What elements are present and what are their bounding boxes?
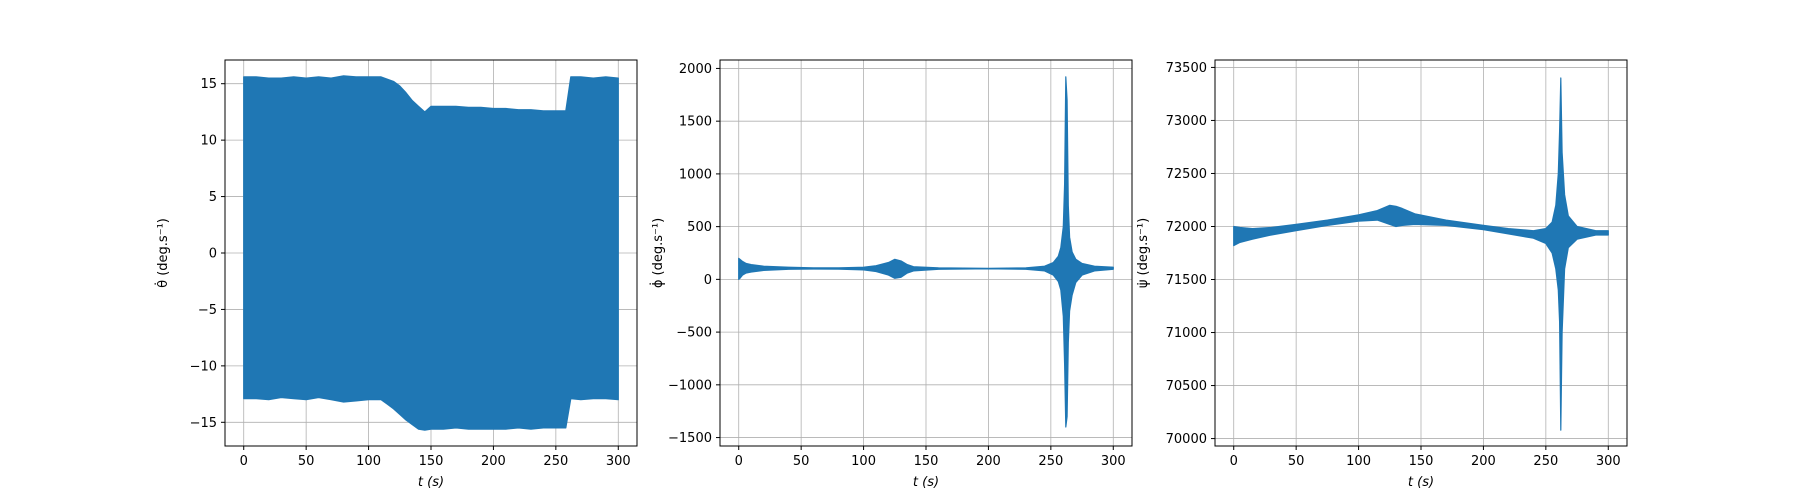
theta-dot-x-tick-label: 50 — [298, 454, 315, 469]
theta-dot-series-0 — [243, 75, 619, 431]
psi-dot-y-tick-label: 71500 — [1166, 273, 1207, 288]
psi-dot-y-axis-label: ψ̇ (deg.s⁻¹) — [1136, 218, 1151, 288]
psi-dot-x-axis-label: t (s) — [1408, 475, 1434, 490]
theta-dot-x-tick-label: 150 — [419, 454, 444, 469]
phi-dot-x-tick-label: 200 — [976, 454, 1001, 469]
psi-dot-y-tick-label: 70500 — [1166, 379, 1207, 394]
psi-dot-y-tick-label: 72000 — [1166, 220, 1207, 235]
theta-dot-y-tick-label: 0 — [209, 247, 217, 262]
psi-dot-x-tick-label: 0 — [1230, 454, 1238, 469]
phi-dot-x-tick-label: 150 — [914, 454, 939, 469]
theta-dot-y-tick-label: −15 — [190, 416, 217, 431]
phi-dot-y-tick-label: −1000 — [668, 378, 712, 393]
phi-dot-y-tick-label: 1000 — [679, 167, 712, 182]
theta-dot-y-tick-label: −10 — [190, 359, 217, 374]
psi-dot-y-tick-label: 70000 — [1166, 432, 1207, 447]
phi-dot-x-axis-label: t (s) — [913, 475, 939, 490]
psi-dot-x-tick-label: 50 — [1288, 454, 1305, 469]
phi-dot-x-tick-label: 300 — [1101, 454, 1126, 469]
psi-dot-x-tick-label: 100 — [1346, 454, 1371, 469]
phi-dot-y-tick-label: −1500 — [668, 431, 712, 446]
phi-dot-y-tick-label: 1500 — [679, 115, 712, 130]
psi-dot-y-tick-label: 71000 — [1166, 326, 1207, 341]
phi-dot-x-tick-label: 100 — [851, 454, 876, 469]
psi-dot-x-tick-label: 300 — [1596, 454, 1621, 469]
psi-dot-x-tick-label: 200 — [1471, 454, 1496, 469]
theta-dot-x-tick-label: 100 — [356, 454, 381, 469]
phi-dot-y-tick-label: 500 — [687, 220, 712, 235]
theta-dot-plot: 0 50 100 150 200 250 300 −15 −10 −5 0 5 10 15 t (s) θ̇ … — [155, 59, 638, 490]
phi-dot-series-0 — [738, 76, 1114, 428]
theta-dot-x-tick-label: 300 — [606, 454, 631, 469]
phi-dot-y-tick-label: 2000 — [679, 62, 712, 77]
phi-dot-x-tick-label: 50 — [793, 454, 810, 469]
theta-dot-y-tick-label: 10 — [200, 134, 217, 149]
psi-dot-series-0 — [1233, 77, 1609, 431]
psi-dot-x-tick-label: 250 — [1533, 454, 1558, 469]
theta-dot-x-tick-label: 0 — [240, 454, 248, 469]
psi-dot-plot: 0 50 100 150 200 250 300 70000 70500 71000 71500 72… — [1136, 59, 1628, 490]
theta-dot-x-axis-label: t (s) — [418, 475, 444, 490]
theta-dot-y-tick-label: 5 — [209, 190, 217, 205]
theta-dot-y-tick-label: 15 — [200, 77, 217, 92]
phi-dot-x-tick-label: 0 — [735, 454, 743, 469]
psi-dot-y-tick-label: 73000 — [1166, 114, 1207, 129]
phi-dot-x-tick-label: 250 — [1038, 454, 1063, 469]
psi-dot-y-tick-label: 73500 — [1166, 61, 1207, 76]
psi-dot-x-tick-label: 150 — [1409, 454, 1434, 469]
theta-dot-x-tick-label: 200 — [481, 454, 506, 469]
theta-dot-x-tick-label: 250 — [543, 454, 568, 469]
phi-dot-y-axis-label: ϕ̇ (deg.s⁻¹) — [650, 218, 666, 288]
phi-dot-y-tick-label: 0 — [704, 273, 712, 288]
phi-dot-plot: 0 50 100 150 200 250 300 −1500 −1000 −500 0 500 1000… — [650, 59, 1133, 490]
theta-dot-y-axis-label: θ̇ (deg.s⁻¹) — [155, 218, 171, 288]
psi-dot-y-tick-label: 72500 — [1166, 167, 1207, 182]
phi-dot-y-tick-label: −500 — [676, 326, 712, 341]
theta-dot-y-tick-label: −5 — [198, 303, 217, 318]
phi-dot-grid — [720, 60, 1132, 446]
